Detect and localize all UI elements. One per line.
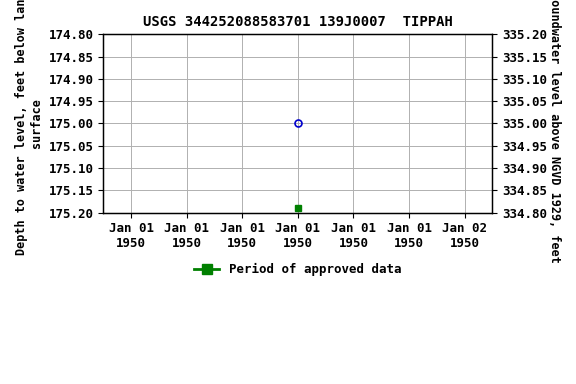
Y-axis label: Groundwater level above NGVD 1929, feet: Groundwater level above NGVD 1929, feet: [548, 0, 561, 262]
Legend: Period of approved data: Period of approved data: [189, 258, 407, 281]
Y-axis label: Depth to water level, feet below land
surface: Depth to water level, feet below land su…: [15, 0, 43, 255]
Title: USGS 344252088583701 139J0007  TIPPAH: USGS 344252088583701 139J0007 TIPPAH: [143, 15, 453, 29]
